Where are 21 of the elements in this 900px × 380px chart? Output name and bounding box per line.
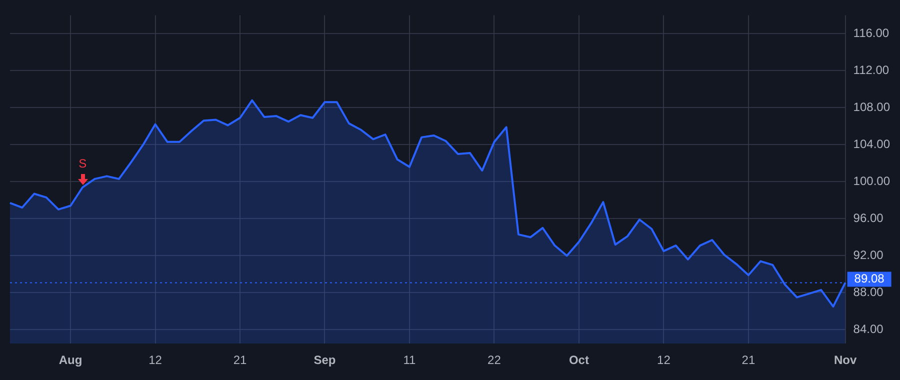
y-tick-label: 92.00 — [853, 248, 884, 262]
x-tick-label: Aug — [58, 353, 82, 368]
y-tick-label: 116.00 — [853, 26, 890, 40]
x-tick-label: 21 — [742, 353, 756, 368]
x-tick-label: Sep — [314, 353, 336, 368]
x-tick-label: Nov — [834, 353, 857, 368]
y-tick-label: 96.00 — [853, 211, 884, 226]
ref-line-label: 89.08 — [854, 272, 885, 286]
x-tick-label: 21 — [233, 353, 248, 368]
x-tick-label: 12 — [657, 353, 671, 368]
annotation: S — [78, 156, 87, 171]
x-tick-label: 11 — [403, 353, 416, 368]
y-tick-label: 88.00 — [853, 285, 884, 300]
y-tick-label: 104.00 — [853, 137, 890, 152]
y-tick-label: 100.00 — [853, 174, 890, 188]
x-tick-label: 12 — [148, 353, 162, 368]
y-tick-label: 112.00 — [853, 63, 890, 78]
x-tick-label: 22 — [488, 353, 502, 368]
x-tick-label: Oct — [568, 353, 589, 368]
y-tick-label: 84.00 — [853, 322, 884, 336]
y-tick-label: 108.00 — [853, 100, 890, 114]
